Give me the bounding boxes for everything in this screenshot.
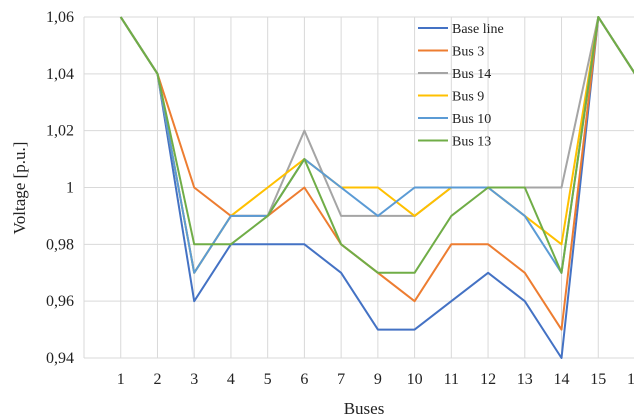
legend-label: Bus 3	[452, 45, 484, 60]
legend-label: Bus 14	[452, 67, 491, 82]
series-line-bus-10	[119, 16, 634, 274]
series-line-bus-14	[119, 16, 634, 274]
chart-legend: Base line Bus 3 Bus 14 Bus 9 Bus 10 Bus 13	[418, 22, 504, 150]
x-tick-label: 10	[407, 371, 423, 388]
x-tick-label: 14	[554, 371, 570, 388]
y-tick-label: 1,06	[46, 9, 74, 26]
x-tick-label: 5	[264, 371, 272, 388]
x-tick-label: 3	[190, 371, 198, 388]
x-axis-tick-labels: 1234567910111213141516	[117, 371, 634, 388]
x-tick-label: 11	[444, 371, 459, 388]
y-tick-label: 1,02	[46, 123, 74, 140]
x-tick-label: 2	[153, 371, 161, 388]
legend-label: Bus 13	[452, 135, 491, 150]
legend-label: Bus 10	[452, 112, 491, 127]
y-axis-title: Voltage [p.u.]	[10, 142, 29, 235]
chart-series	[119, 16, 634, 359]
x-tick-label: 12	[480, 371, 496, 388]
x-tick-label: 16	[627, 371, 634, 388]
x-tick-label: 6	[300, 371, 308, 388]
series-line-bus-9	[119, 16, 634, 274]
series-line-base-line	[119, 16, 634, 359]
x-tick-label: 9	[374, 371, 382, 388]
x-tick-label: 1	[117, 371, 125, 388]
legend-label: Bus 9	[452, 90, 484, 105]
x-tick-label: 15	[590, 371, 606, 388]
y-tick-label: 1,04	[46, 66, 74, 83]
x-tick-label: 4	[227, 371, 235, 388]
series-line-bus-3	[119, 16, 634, 331]
legend-label: Base line	[452, 22, 504, 37]
y-tick-label: 0,98	[46, 236, 74, 253]
y-tick-label: 0,96	[46, 293, 74, 310]
y-axis-tick-labels: 0,94 0,96 0,98 1 1,02 1,04 1,06	[46, 9, 74, 367]
x-tick-label: 7	[337, 371, 345, 388]
x-axis-title: Buses	[344, 399, 385, 418]
x-tick-label: 13	[517, 371, 533, 388]
y-tick-label: 1	[66, 180, 74, 197]
y-tick-label: 0,94	[46, 350, 74, 367]
series-line-bus-13	[119, 16, 634, 274]
